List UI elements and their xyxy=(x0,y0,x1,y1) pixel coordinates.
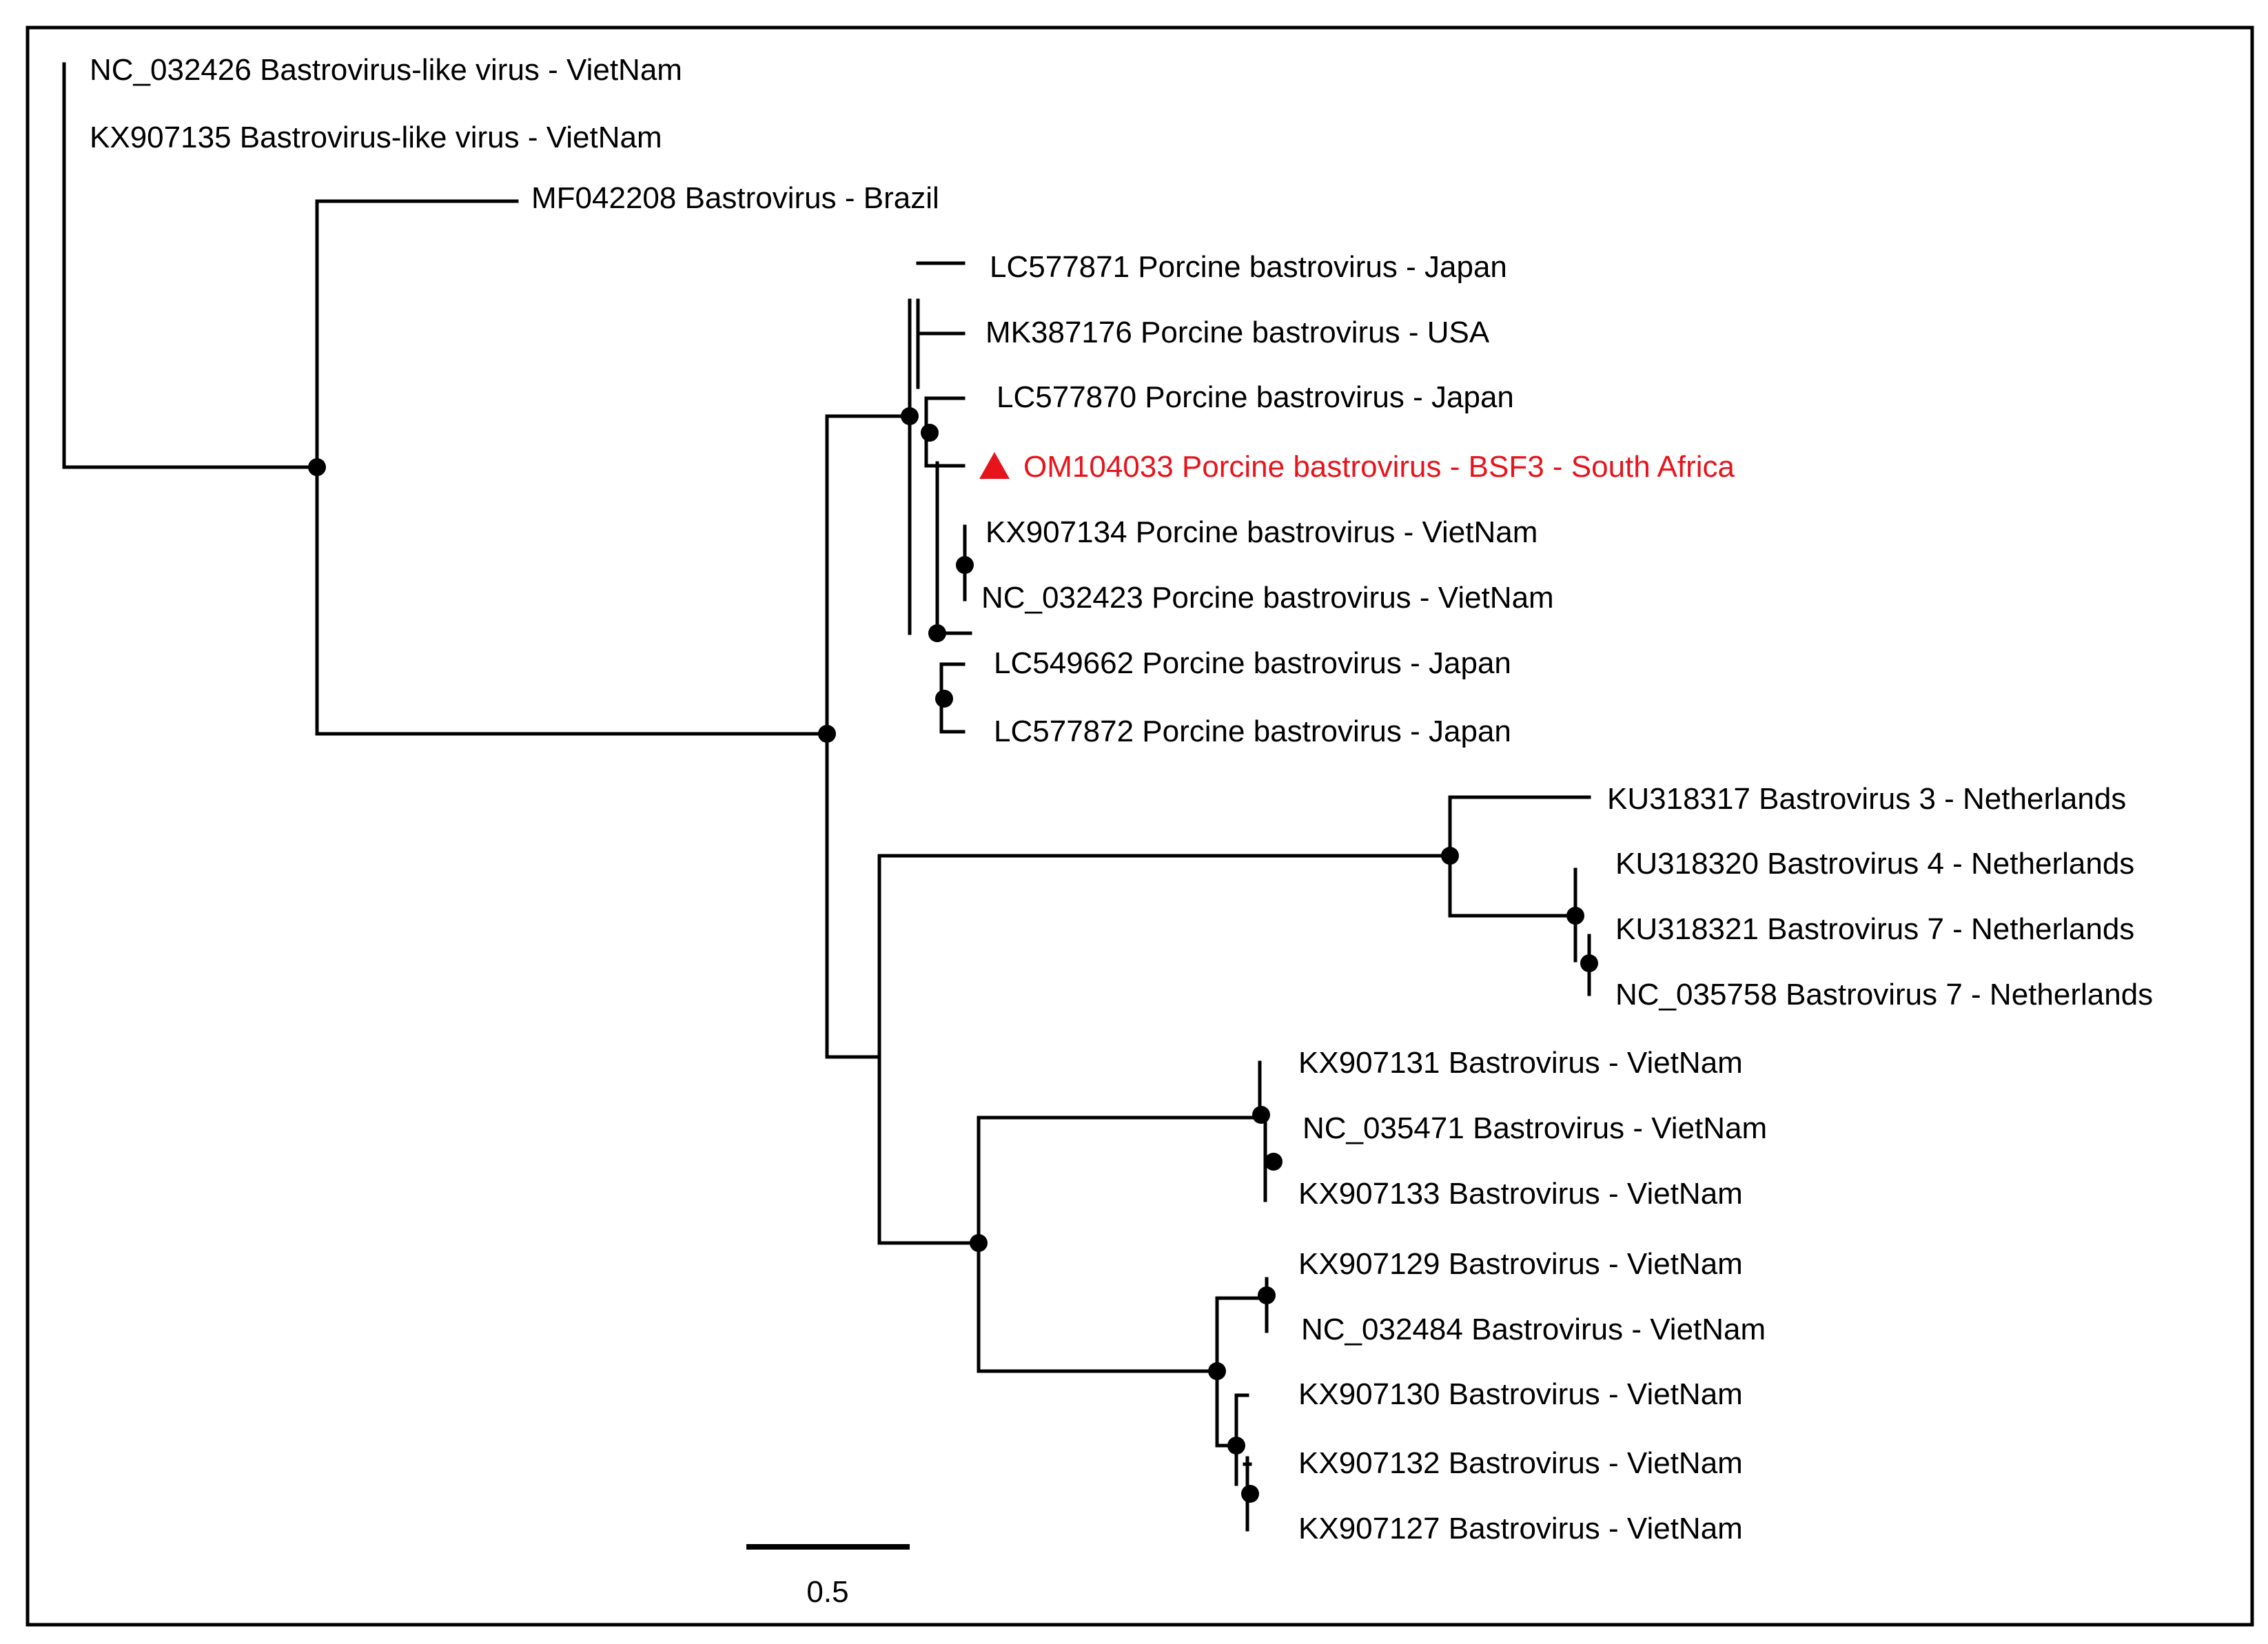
taxon-label-t13: KU318320 Bastrovirus 4 - Netherlands xyxy=(1615,847,2134,881)
node-8 xyxy=(1441,847,1459,865)
taxon-label-t6: LC577870 Porcine bastrovirus - Japan xyxy=(997,380,1514,414)
scale-bar: 0.5 xyxy=(746,1544,910,1609)
taxon-label-t4: LC577871 Porcine bastrovirus - Japan xyxy=(990,250,1507,284)
node-12 xyxy=(1252,1106,1270,1124)
tree-branches xyxy=(62,62,1591,1532)
node-2 xyxy=(818,725,836,743)
taxon-labels: NC_032426 Bastrovirus-like virus - VietN… xyxy=(90,53,2153,1545)
node-11 xyxy=(970,1234,988,1252)
taxon-label-t10: LC549662 Porcine bastrovirus - Japan xyxy=(994,646,1511,680)
node-9 xyxy=(1566,907,1584,925)
node-13 xyxy=(1265,1153,1283,1171)
scale-bar-label: 0.5 xyxy=(806,1575,848,1609)
node-4 xyxy=(921,424,939,442)
figure-frame xyxy=(25,25,2254,1627)
taxon-label-t20: NC_032484 Bastrovirus - VietNam xyxy=(1301,1313,1766,1346)
taxon-label-t7: OM104033 Porcine bastrovirus - BSF3 - So… xyxy=(1023,450,1735,484)
taxon-label-t18: KX907133 Bastrovirus - VietNam xyxy=(1298,1177,1743,1211)
taxon-label-t2: KX907135 Bastrovirus-like virus - VietNa… xyxy=(90,121,662,154)
node-3 xyxy=(901,407,919,425)
node-17 xyxy=(1241,1485,1259,1503)
node-1 xyxy=(308,458,326,476)
taxon-label-t22: KX907132 Bastrovirus - VietNam xyxy=(1298,1446,1743,1480)
taxon-label-t3: MF042208 Bastrovirus - Brazil xyxy=(531,181,939,215)
taxon-label-t16: KX907131 Bastrovirus - VietNam xyxy=(1298,1046,1743,1080)
taxon-label-t21: KX907130 Bastrovirus - VietNam xyxy=(1298,1377,1743,1411)
taxon-label-t15: NC_035758 Bastrovirus 7 - Netherlands xyxy=(1615,978,2153,1011)
taxon-label-t1: NC_032426 Bastrovirus-like virus - VietN… xyxy=(90,53,682,87)
node-6 xyxy=(928,624,946,642)
taxon-label-t11: LC577872 Porcine bastrovirus - Japan xyxy=(994,715,1511,748)
node-7 xyxy=(935,690,953,708)
taxon-label-t8: KX907134 Porcine bastrovirus - VietNam xyxy=(985,515,1537,549)
taxon-label-t12: KU318317 Bastrovirus 3 - Netherlands xyxy=(1607,782,2126,816)
node-15 xyxy=(1208,1362,1226,1380)
node-10 xyxy=(1580,954,1598,972)
taxon-label-t19: KX907129 Bastrovirus - VietNam xyxy=(1298,1247,1743,1281)
red-triangle-icon xyxy=(979,452,1010,479)
node-16 xyxy=(1227,1437,1245,1455)
taxon-label-t9: NC_032423 Porcine bastrovirus - VietNam xyxy=(981,581,1554,615)
taxon-label-t23: KX907127 Bastrovirus - VietNam xyxy=(1298,1512,1743,1545)
tree-nodes xyxy=(308,407,1598,1503)
taxon-label-t5: MK387176 Porcine bastrovirus - USA xyxy=(985,316,1490,349)
taxon-label-t14: KU318321 Bastrovirus 7 - Netherlands xyxy=(1615,912,2134,946)
node-14 xyxy=(1258,1286,1276,1304)
node-5 xyxy=(956,556,974,574)
taxon-label-t17: NC_035471 Bastrovirus - VietNam xyxy=(1302,1111,1767,1145)
